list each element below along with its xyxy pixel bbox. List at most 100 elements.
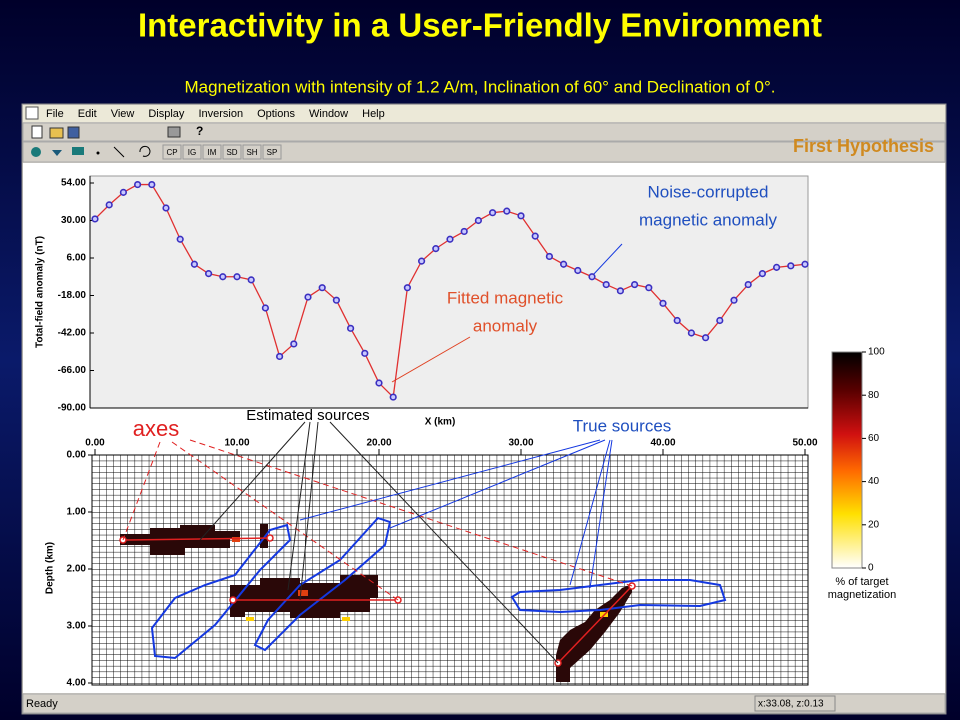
tool-label: SH <box>246 148 257 157</box>
tool-label: SD <box>226 148 237 157</box>
tool-button[interactable] <box>242 144 262 160</box>
data-point <box>389 393 397 401</box>
true-body <box>150 523 292 660</box>
colorbar-tick-label: 20 <box>868 519 880 530</box>
icon-wedge[interactable] <box>52 150 62 156</box>
data-point <box>190 260 198 268</box>
x-tick-label: 30.00 <box>508 438 533 449</box>
fitted-leader <box>391 336 471 383</box>
data-point <box>403 284 412 292</box>
data-point <box>460 227 468 236</box>
menu-item[interactable]: Options <box>257 108 295 120</box>
data-point <box>91 215 99 223</box>
icon-undo[interactable] <box>139 145 151 157</box>
colorbar-tick-label: 60 <box>868 433 880 444</box>
data-point <box>347 324 355 332</box>
colorbar-label: % of target <box>835 576 888 588</box>
data-point <box>176 235 184 243</box>
data-point <box>673 316 681 325</box>
icon-help[interactable]: ? <box>196 124 203 138</box>
tool-button[interactable] <box>222 144 242 160</box>
data-point <box>758 270 767 278</box>
data-point <box>630 280 639 289</box>
data-point <box>205 270 213 278</box>
data-point <box>701 334 710 342</box>
status-text: Ready <box>26 698 58 710</box>
menu-item[interactable]: Window <box>309 108 348 120</box>
tool-button[interactable] <box>202 144 222 160</box>
toolbar-1 <box>22 122 946 142</box>
colorbar-tick-label: 80 <box>868 390 880 401</box>
data-point <box>616 287 625 295</box>
icon-save[interactable] <box>67 126 80 139</box>
noise-leader <box>591 243 623 277</box>
icon-circle[interactable] <box>31 147 41 157</box>
y-tick-label: -90.00 <box>58 403 87 414</box>
x-tick-label: 10.00 <box>224 438 249 449</box>
x-axis-label: X (km) <box>425 417 456 428</box>
axis-end <box>266 534 274 542</box>
source-cell <box>232 537 240 542</box>
icon-rect[interactable] <box>72 147 84 155</box>
anomaly-panel <box>89 175 809 409</box>
icon-point[interactable] <box>96 151 100 155</box>
icon-print[interactable] <box>167 126 181 138</box>
menu-bar <box>23 105 945 122</box>
menu-item[interactable]: View <box>111 108 135 120</box>
data-point <box>233 273 241 281</box>
tool-button[interactable] <box>182 144 202 160</box>
data-point <box>304 293 312 301</box>
data-point <box>545 252 554 261</box>
estimated-leader <box>199 421 559 664</box>
true-body <box>253 516 392 652</box>
axis-line <box>557 585 633 664</box>
data-point <box>787 262 795 270</box>
hypothesis-label: First Hypothesis <box>793 136 934 156</box>
source-cell <box>298 590 308 596</box>
icon-open[interactable] <box>49 127 64 139</box>
data-point <box>659 299 667 307</box>
data-point <box>361 349 369 357</box>
colorbar-label: magnetization <box>828 589 897 601</box>
y-tick-label: 3.00 <box>67 621 87 632</box>
y-tick-label: 54.00 <box>61 178 86 189</box>
tool-label: CP <box>166 148 177 157</box>
menu-item[interactable]: Inversion <box>198 108 243 120</box>
menu-item[interactable]: Display <box>148 108 185 120</box>
y-axis-label: Total-field anomaly (nT) <box>35 236 46 348</box>
axis-end <box>229 596 237 604</box>
icon-new[interactable] <box>31 125 43 139</box>
true-sources <box>150 516 727 660</box>
data-point <box>219 273 227 281</box>
tool-button[interactable] <box>162 144 182 160</box>
tool-label: IG <box>188 148 196 157</box>
menu-item[interactable]: Help <box>362 108 385 120</box>
data-point <box>119 188 127 196</box>
data-point <box>517 212 525 220</box>
data-point <box>801 260 809 268</box>
data-point <box>105 201 113 209</box>
y-tick-label: 6.00 <box>67 253 87 264</box>
data-point <box>332 296 341 304</box>
source-blob <box>230 575 378 618</box>
toolbar-buttons: CP IG IM SD SH SP <box>162 144 282 160</box>
axes-leader <box>122 439 633 601</box>
estimated-label: Estimated sources <box>246 407 369 424</box>
data-point <box>134 180 142 189</box>
data-point <box>503 207 511 215</box>
icon-line[interactable] <box>113 146 125 158</box>
noise-label: magnetic anomaly <box>639 210 777 229</box>
true-label: True sources <box>573 416 672 435</box>
x-tick-label: 50.00 <box>792 438 817 449</box>
data-point <box>716 316 724 325</box>
menu: File Edit View Display Inversion Options Windo… <box>46 108 385 120</box>
data-point <box>148 180 156 189</box>
data-point <box>375 379 383 387</box>
tool-button[interactable] <box>262 144 282 160</box>
data-point <box>574 266 582 275</box>
x-tick-label: 40.00 <box>650 438 675 449</box>
menu-item[interactable]: Edit <box>78 108 97 120</box>
slide-subtitle: Magnetization with intensity of 1.2 A/m,… <box>185 77 776 96</box>
source-blob <box>120 525 240 555</box>
menu-item[interactable]: File <box>46 108 64 120</box>
